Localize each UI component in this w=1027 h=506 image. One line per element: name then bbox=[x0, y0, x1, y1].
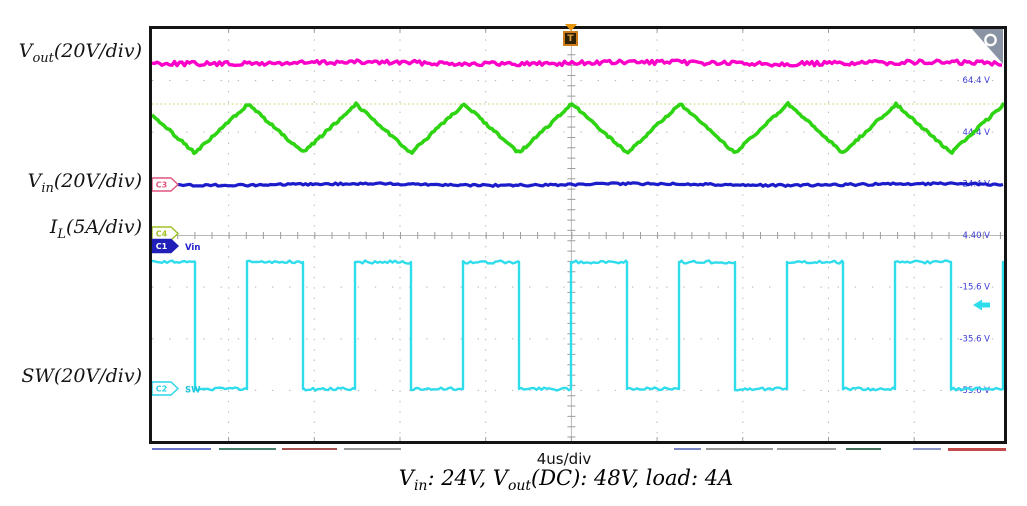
trace-Vin bbox=[177, 181, 1004, 188]
svg-text:C4: C4 bbox=[156, 230, 168, 239]
scope-screen: 64.4 V 44.4 V 24.4 V 4.40 V -15.6 V -35.… bbox=[149, 26, 1007, 444]
trace-Vout bbox=[152, 58, 1002, 68]
measurement-remnant bbox=[219, 448, 276, 450]
measurement-remnant bbox=[152, 448, 211, 450]
y-axis-labels: 64.4 V 44.4 V 24.4 V 4.40 V -15.6 V -35.… bbox=[959, 76, 990, 396]
timebase-label: 4us/div bbox=[536, 450, 592, 468]
measurement-remnant bbox=[674, 448, 701, 450]
traces bbox=[152, 58, 1004, 392]
measurement-remnant bbox=[846, 448, 881, 450]
caption: Vin: 24V, Vout(DC): 48V, load: 4A bbox=[398, 466, 734, 495]
trace-label-Vin: Vin bbox=[185, 243, 200, 253]
y-label-0: 64.4 V bbox=[963, 76, 991, 86]
svg-text:C1: C1 bbox=[156, 242, 168, 251]
y-label-6: -55.6 V bbox=[959, 386, 990, 396]
channel-level-arrow[interactable] bbox=[973, 299, 990, 311]
y-label-5: -35.6 V bbox=[959, 335, 990, 345]
svg-text:C2: C2 bbox=[156, 385, 167, 394]
label-vout: Vout(20V/div) bbox=[18, 40, 142, 66]
trace-SW bbox=[152, 259, 1004, 392]
measurement-remnant bbox=[706, 448, 773, 450]
channel-badge-C4[interactable]: C4 bbox=[152, 226, 180, 241]
trigger-marker[interactable]: T bbox=[563, 31, 578, 46]
label-vin: Vin(20V/div) bbox=[27, 170, 142, 196]
trace-IL bbox=[152, 101, 1004, 156]
y-label-1: 44.4 V bbox=[963, 128, 991, 138]
measurement-remnant bbox=[282, 448, 337, 450]
waveform-plot: 64.4 V 44.4 V 24.4 V 4.40 V -15.6 V -35.… bbox=[152, 29, 1004, 441]
channel-badge-C1[interactable]: C1 Vin bbox=[152, 238, 200, 254]
trigger-position-icon[interactable] bbox=[565, 24, 577, 31]
measurement-remnant bbox=[777, 448, 836, 450]
y-label-3: 4.40 V bbox=[963, 231, 991, 241]
channel-badge-C3[interactable]: C3 bbox=[152, 177, 180, 192]
trace-label-SW: SW bbox=[185, 386, 201, 396]
channel-badge-C2[interactable]: C2 SW bbox=[152, 381, 201, 396]
y-label-4: -15.6 V bbox=[959, 283, 990, 293]
measurement-remnant bbox=[344, 448, 401, 450]
label-il: IL(5A/div) bbox=[49, 216, 142, 242]
channel-badges: C3 C4 C1 Vin C2 SW bbox=[152, 177, 990, 396]
measurement-remnant bbox=[948, 448, 1006, 451]
measurement-remnant bbox=[913, 448, 941, 450]
svg-text:C3: C3 bbox=[156, 181, 167, 190]
graticule bbox=[152, 29, 1004, 441]
label-sw: SW(20V/div) bbox=[21, 365, 142, 387]
